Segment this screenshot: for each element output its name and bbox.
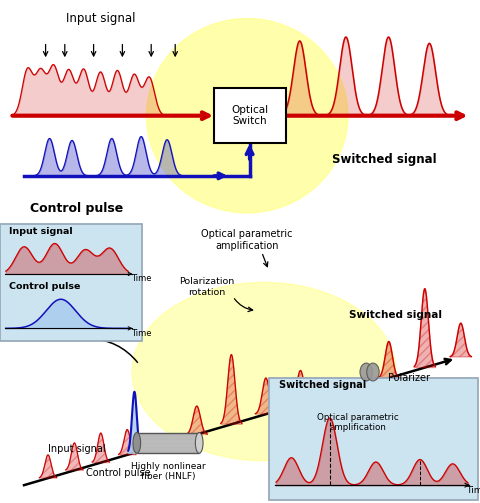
Ellipse shape bbox=[132, 282, 396, 461]
Text: Polarizer: Polarizer bbox=[388, 373, 430, 383]
FancyBboxPatch shape bbox=[269, 378, 478, 499]
Text: Switched signal: Switched signal bbox=[279, 380, 367, 390]
Text: Input signal: Input signal bbox=[66, 13, 135, 26]
Text: Switched signal: Switched signal bbox=[348, 309, 442, 319]
Text: Control pulse: Control pulse bbox=[86, 468, 151, 478]
Text: Control pulse: Control pulse bbox=[9, 282, 80, 291]
Text: Time: Time bbox=[131, 329, 151, 338]
Text: Control pulse: Control pulse bbox=[30, 202, 123, 215]
FancyBboxPatch shape bbox=[137, 433, 199, 453]
Text: Optical parametric
amplification: Optical parametric amplification bbox=[202, 229, 293, 251]
Ellipse shape bbox=[146, 19, 348, 213]
FancyBboxPatch shape bbox=[214, 88, 286, 143]
Text: Input signal: Input signal bbox=[9, 227, 72, 236]
FancyBboxPatch shape bbox=[0, 224, 142, 341]
Ellipse shape bbox=[367, 363, 379, 381]
Text: Switched signal: Switched signal bbox=[332, 153, 436, 165]
Text: Time: Time bbox=[131, 275, 151, 283]
Ellipse shape bbox=[133, 433, 141, 453]
Text: Optical
Switch: Optical Switch bbox=[231, 105, 268, 126]
Text: Highly nonlinear
fiber (HNLF): Highly nonlinear fiber (HNLF) bbox=[131, 462, 205, 481]
Text: Time: Time bbox=[467, 486, 480, 494]
Text: Optical parametric
amplification: Optical parametric amplification bbox=[317, 413, 398, 432]
Ellipse shape bbox=[360, 363, 372, 381]
Ellipse shape bbox=[195, 433, 203, 453]
Text: Input signal: Input signal bbox=[48, 444, 106, 454]
Text: Polarization
rotation: Polarization rotation bbox=[179, 277, 234, 297]
